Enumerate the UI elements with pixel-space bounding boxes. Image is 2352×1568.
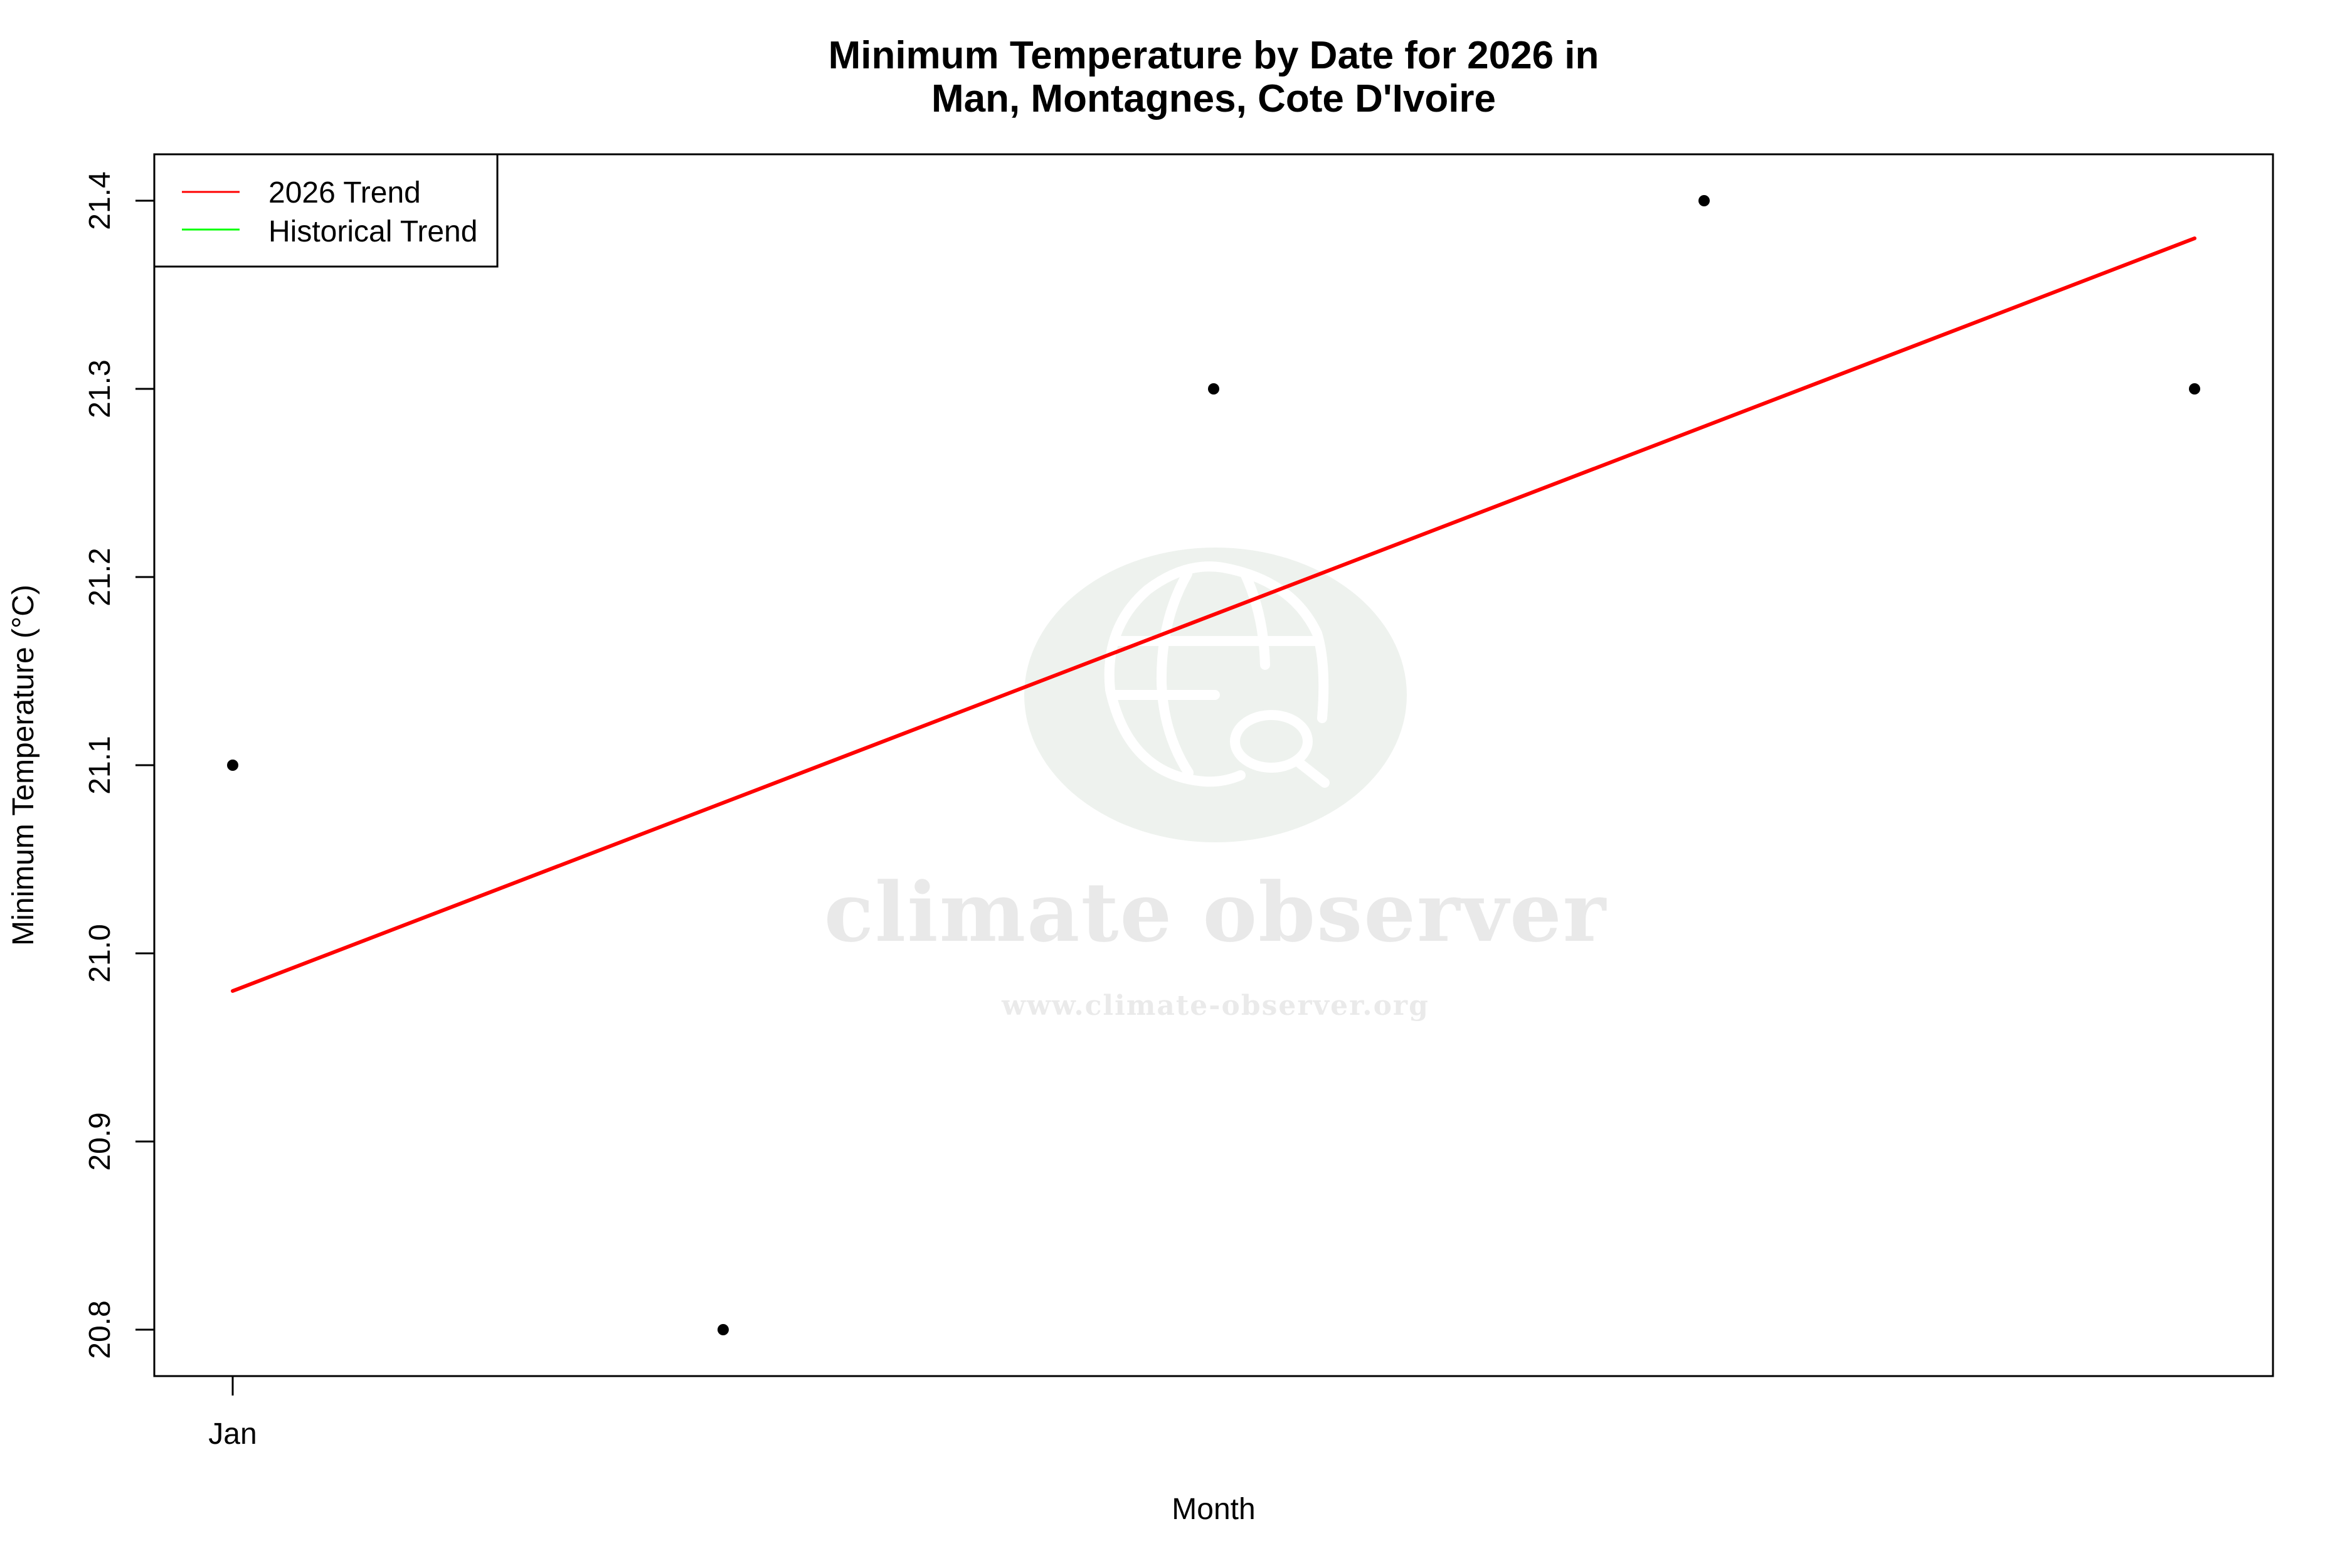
y-axis bbox=[135, 199, 154, 1331]
y-tick-labels: 21.4 21.3 21.2 21.1 21.0 20.9 20.8 bbox=[83, 171, 117, 1359]
y-tick-label: 21.0 bbox=[83, 924, 117, 982]
watermark-url: www.climate-observer.org bbox=[1001, 990, 1429, 1022]
y-tick-label: 21.2 bbox=[83, 548, 117, 606]
legend-box bbox=[153, 153, 499, 268]
y-tick-label: 21.1 bbox=[83, 736, 117, 794]
legend-label-historical-trend: Historical Trend bbox=[268, 215, 477, 248]
watermark-name: climate observer bbox=[824, 864, 1607, 960]
chart-title-line1: Minimum Temperature by Date for 2026 in bbox=[829, 34, 1599, 77]
y-tick-label: 20.9 bbox=[83, 1112, 117, 1170]
legend-label-2026-trend: 2026 Trend bbox=[268, 176, 421, 209]
y-axis-label: Minimum Temperature (°C) bbox=[7, 585, 40, 946]
x-axis-label: Month bbox=[1172, 1493, 1255, 1526]
y-tick-label: 21.4 bbox=[83, 171, 117, 230]
chart-title-line2: Man, Montagnes, Cote D'Ivoire bbox=[931, 77, 1496, 120]
y-tick-label: 20.8 bbox=[83, 1300, 117, 1359]
trend-line-2026 bbox=[231, 236, 2196, 993]
data-points bbox=[227, 195, 2200, 1335]
data-point-mar bbox=[1208, 383, 1219, 395]
data-point-feb bbox=[718, 1324, 729, 1335]
data-point-apr bbox=[1698, 195, 1710, 206]
x-tick-label-jan: Jan bbox=[208, 1417, 257, 1451]
y-tick-label: 21.3 bbox=[83, 359, 117, 418]
data-point-jan bbox=[227, 760, 238, 771]
legend: 2026 Trend Historical Trend bbox=[153, 153, 499, 268]
globe-search-icon bbox=[1104, 561, 1330, 788]
watermark: climate observer www.climate-observer.or… bbox=[824, 548, 1607, 1022]
data-point-may bbox=[2189, 383, 2200, 395]
